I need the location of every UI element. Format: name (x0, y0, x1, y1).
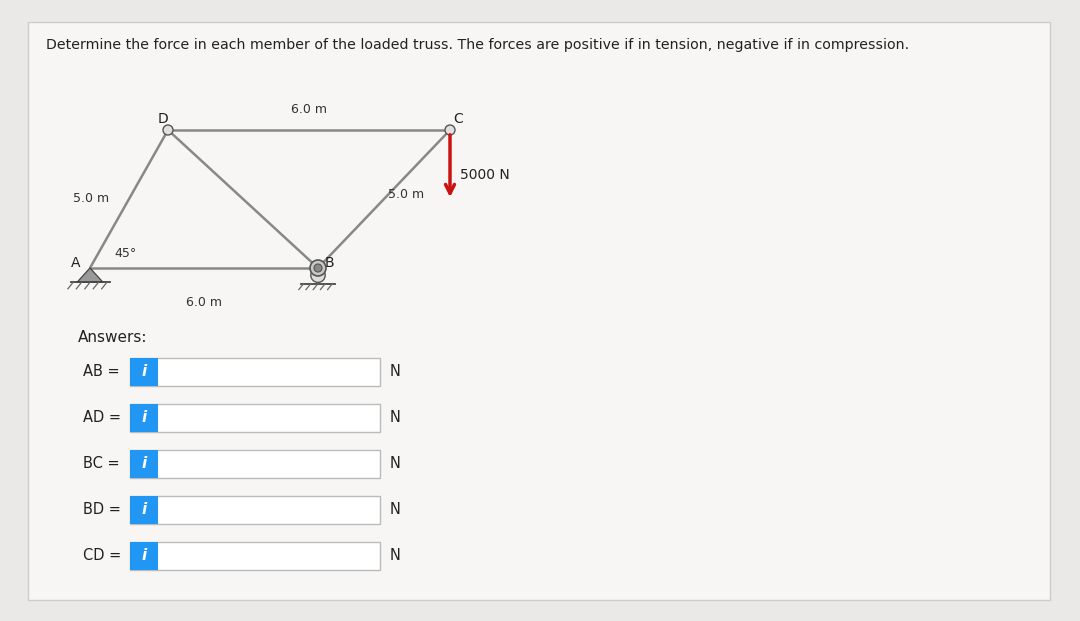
FancyBboxPatch shape (130, 496, 158, 524)
FancyBboxPatch shape (130, 358, 158, 386)
Text: AB =: AB = (83, 365, 120, 379)
Text: i: i (141, 548, 147, 563)
FancyBboxPatch shape (130, 496, 380, 524)
Text: i: i (141, 502, 147, 517)
Text: i: i (141, 365, 147, 379)
Text: i: i (141, 410, 147, 425)
FancyBboxPatch shape (130, 542, 380, 570)
Circle shape (314, 264, 322, 272)
Text: 6.0 m: 6.0 m (291, 103, 327, 116)
FancyBboxPatch shape (130, 450, 158, 478)
Text: N: N (390, 410, 401, 425)
Text: N: N (390, 502, 401, 517)
Text: B: B (324, 256, 334, 270)
Polygon shape (77, 268, 103, 283)
Text: 45°: 45° (114, 247, 136, 260)
Text: N: N (390, 456, 401, 471)
Text: C: C (454, 112, 463, 126)
FancyBboxPatch shape (130, 358, 380, 386)
Text: Answers:: Answers: (78, 330, 148, 345)
Text: Determine the force in each member of the loaded truss. The forces are positive : Determine the force in each member of th… (46, 38, 909, 52)
FancyBboxPatch shape (130, 404, 380, 432)
Circle shape (310, 260, 326, 276)
Text: i: i (141, 456, 147, 471)
Text: 5.0 m: 5.0 m (388, 189, 424, 201)
Text: BD =: BD = (83, 502, 121, 517)
Circle shape (163, 125, 173, 135)
Text: A: A (71, 256, 81, 270)
Circle shape (311, 268, 325, 283)
FancyBboxPatch shape (130, 450, 380, 478)
FancyBboxPatch shape (28, 22, 1050, 600)
Text: 6.0 m: 6.0 m (186, 296, 222, 309)
Text: 5.0 m: 5.0 m (72, 193, 109, 206)
FancyBboxPatch shape (130, 404, 158, 432)
Text: D: D (158, 112, 168, 126)
Text: CD =: CD = (83, 548, 121, 563)
Text: 5000 N: 5000 N (460, 168, 510, 182)
Text: N: N (390, 365, 401, 379)
FancyBboxPatch shape (130, 542, 158, 570)
Text: N: N (390, 548, 401, 563)
Circle shape (445, 125, 455, 135)
Text: BC =: BC = (83, 456, 120, 471)
Text: AD =: AD = (83, 410, 121, 425)
